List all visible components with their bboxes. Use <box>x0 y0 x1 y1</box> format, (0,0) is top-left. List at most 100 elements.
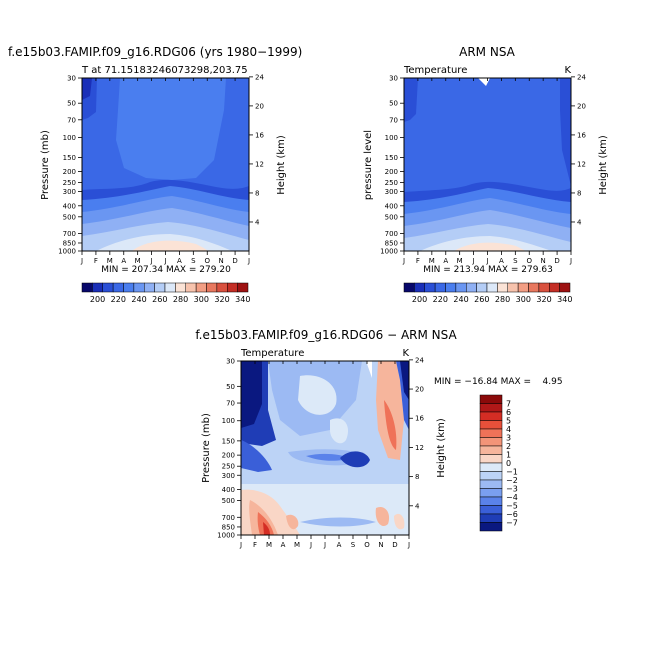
x-tick-label: J <box>569 257 572 265</box>
panel-model-stats: MIN = 207.34 MAX = 279.20 <box>101 265 231 275</box>
colorbar-swatch <box>549 282 560 293</box>
colorbar-label: 340 <box>235 295 250 304</box>
y-tick-label: 700 <box>63 230 76 238</box>
y2-tick-label: 12 <box>415 444 424 452</box>
field-warm-surface <box>454 242 526 251</box>
colorbar-label: −5 <box>506 502 518 511</box>
colorbar-swatch <box>479 471 503 481</box>
y2-tick-label: 8 <box>415 473 419 481</box>
y2-tick-label: 4 <box>255 218 260 226</box>
x-tick-label: S <box>191 257 196 265</box>
y2-tick-label: 12 <box>577 160 586 168</box>
field-cold-region <box>404 78 418 122</box>
colorbar-label: −4 <box>506 493 518 502</box>
y2-tick-label: 8 <box>255 189 259 197</box>
colorbar-swatch <box>479 445 503 455</box>
colorbar-obs: 200 220 240 260 280 300 320 340 <box>403 282 572 304</box>
colorbar-swatch <box>175 282 186 293</box>
panel-diff-ylabel: Pressure (mb) <box>201 413 212 483</box>
y-tick-label: 50 <box>226 383 235 391</box>
panel-obs-title: ARM NSA <box>459 45 516 59</box>
colorbar-swatch <box>403 282 415 293</box>
panel-diff-subtitle: Temperature <box>240 348 304 359</box>
colorbar-swatch <box>81 282 93 293</box>
y-tick-label: 100 <box>63 134 76 142</box>
colorbar-swatch <box>227 282 238 293</box>
colorbar-label: 300 <box>516 295 531 304</box>
y2-tick-label: 24 <box>255 73 264 81</box>
x-tick-label: M <box>294 541 300 549</box>
y-tick-label: 1000 <box>217 532 235 540</box>
colorbar-swatch <box>479 394 503 404</box>
x-tick-label: J <box>407 541 410 549</box>
field-cold-region-right <box>560 78 571 186</box>
colorbar-swatch <box>479 403 503 413</box>
x-tick-label: O <box>364 541 370 549</box>
y-tick-label: 70 <box>67 116 76 124</box>
x-tick-label: M <box>266 541 272 549</box>
x-tick-label: A <box>177 257 182 265</box>
y-tick-label: 850 <box>385 239 398 247</box>
y-tick-label: 500 <box>63 213 76 221</box>
panel-model: f.e15b03.FAMIP.f09_g16.RDG06 (yrs 1980−1… <box>8 45 302 275</box>
colorbar-label: 200 <box>90 295 105 304</box>
field-coldest-region <box>82 78 92 100</box>
y-tick-label: 250 <box>63 179 76 187</box>
field-neg-sep-core <box>340 451 370 468</box>
x-tick-label: S <box>351 541 356 549</box>
field-missing-patch <box>366 361 372 378</box>
x-tick-label: M <box>457 257 463 265</box>
panel-model-title: f.e15b03.FAMIP.f09_g16.RDG06 (yrs 1980−1… <box>8 45 302 59</box>
colorbar-label: 280 <box>173 295 188 304</box>
field-pos-low-nov <box>375 506 390 527</box>
y-tick-label: 30 <box>67 75 76 83</box>
colorbar-swatch <box>424 282 436 293</box>
field-neg-mid-core <box>306 453 350 461</box>
y-tick-label: 500 <box>222 497 235 505</box>
x-tick-label: N <box>541 257 546 265</box>
panel-model-y2label: Height (km) <box>276 135 287 195</box>
x-tick-label: D <box>554 257 559 265</box>
colorbar-label: 220 <box>111 295 126 304</box>
y-tick-label: 250 <box>222 463 235 471</box>
field-warm-surface <box>132 240 208 251</box>
colorbar-swatch <box>479 505 503 515</box>
y-tick-label: 70 <box>226 400 235 408</box>
field-missing-patch <box>478 78 490 86</box>
colorbar-swatch <box>206 282 218 293</box>
panel-model-subtitle: T at 71.15183246073298,203.75 <box>81 65 248 76</box>
colorbar-swatch <box>237 282 249 293</box>
colorbar-label: −3 <box>506 485 518 494</box>
colorbar-swatch <box>479 513 503 523</box>
colorbar-swatch <box>479 522 503 532</box>
colorbar-swatch <box>479 479 503 489</box>
field-weak-patch <box>330 418 349 444</box>
x-tick-label: N <box>219 257 224 265</box>
colorbar-label: 7 <box>506 400 511 409</box>
x-tick-label: A <box>337 541 342 549</box>
colorbar-swatch <box>133 282 145 293</box>
colorbar-swatch <box>445 282 457 293</box>
panel-diff-title: f.e15b03.FAMIP.f09_g16.RDG06 − ARM NSA <box>195 328 457 342</box>
colorbar-swatch <box>517 282 529 293</box>
y2-tick-label: 12 <box>255 160 264 168</box>
colorbar-label: 6 <box>506 408 511 417</box>
y-tick-label: 400 <box>63 202 76 210</box>
colorbar-label: 220 <box>433 295 448 304</box>
field-neg-low-summer <box>300 517 376 527</box>
x-tick-label: J <box>402 257 405 265</box>
panel-obs-subtitle: Temperature <box>403 65 467 76</box>
colorbar-model: 200 220 240 260 280 300 320 340 <box>81 282 250 304</box>
y-tick-label: 70 <box>389 116 398 124</box>
field-weak-upper <box>298 375 337 415</box>
x-tick-label: J <box>309 541 312 549</box>
colorbar-label: 260 <box>152 295 167 304</box>
colorbar-label: 300 <box>194 295 209 304</box>
x-tick-label: J <box>323 541 326 549</box>
x-tick-label: M <box>107 257 113 265</box>
colorbar-swatch <box>476 282 488 293</box>
panel-obs-ylabel: pressure level <box>363 130 374 200</box>
x-tick-label: A <box>499 257 504 265</box>
y-tick-label: 200 <box>385 168 398 176</box>
panel-obs-stats: MIN = 213.94 MAX = 279.63 <box>423 265 553 275</box>
